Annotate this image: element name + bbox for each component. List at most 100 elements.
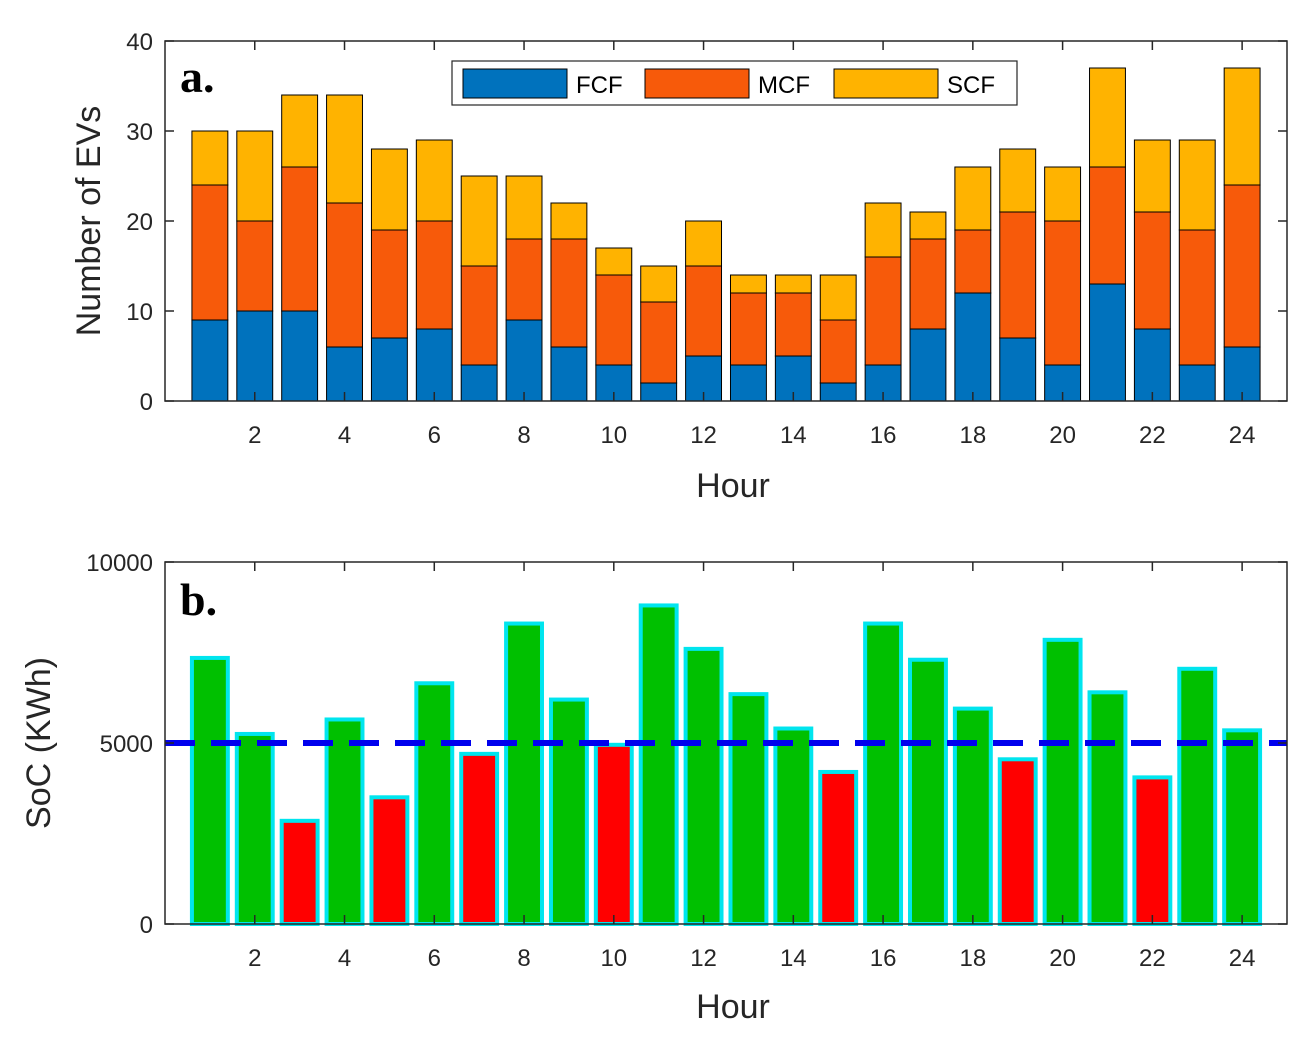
- bar-scf-hour-7: [460, 175, 498, 267]
- x-tick-label: 16: [870, 422, 897, 449]
- bar-scf-hour-1: [191, 130, 229, 186]
- soc-bar-hour-4: [324, 717, 365, 926]
- bar-mcf-hour-3: [281, 166, 319, 312]
- bar-mcf-hour-2: [236, 220, 274, 312]
- bar-scf-hour-9: [550, 202, 588, 240]
- y-tick-label: 5000: [100, 731, 153, 758]
- bar-fcf-hour-19: [999, 337, 1037, 402]
- bar-fcf-hour-15: [819, 382, 857, 402]
- panel-a-x-ticks: 2 4 6 8 10 12 14 16 18 20 22 24: [248, 41, 1255, 449]
- legend-swatch-scf: [833, 68, 939, 99]
- panel-a-y-ticks: 0 10 20 30 40: [126, 29, 1287, 416]
- soc-bar-hour-7: [459, 751, 500, 926]
- bar-fcf-hour-23: [1178, 364, 1216, 402]
- bar-scf-hour-11: [640, 265, 678, 303]
- bar-mcf-hour-12: [685, 265, 723, 357]
- bar-mcf-hour-22: [1133, 211, 1171, 330]
- bar-mcf-hour-13: [729, 292, 767, 366]
- soc-bar-hour-21: [1087, 690, 1128, 926]
- bar-scf-hour-12: [685, 220, 723, 267]
- x-tick-label: 18: [959, 422, 986, 449]
- y-tick-label: 0: [140, 389, 153, 416]
- y-tick-label: 0: [140, 912, 153, 939]
- bar-mcf-hour-1: [191, 184, 229, 321]
- x-tick-label: 8: [517, 422, 530, 449]
- bar-scf-hour-18: [954, 166, 992, 231]
- legend-label-mcf: MCF: [758, 72, 810, 99]
- panel-a-y-axis-label: Number of EVs: [70, 106, 108, 337]
- soc-bar-hour-24: [1222, 728, 1263, 927]
- bar-scf-hour-22: [1133, 139, 1171, 213]
- bar-mcf-hour-17: [909, 238, 947, 330]
- x-tick-label: 4: [338, 422, 351, 449]
- bar-scf-hour-10: [595, 247, 633, 276]
- legend-label-fcf: FCF: [576, 72, 623, 99]
- bar-fcf-hour-11: [640, 382, 678, 402]
- bar-mcf-hour-19: [999, 211, 1037, 339]
- soc-bar-hour-8: [504, 621, 544, 926]
- panel-b-y-axis-label: SoC (KWh): [20, 657, 58, 829]
- bar-scf-hour-21: [1089, 67, 1126, 168]
- soc-bar-hour-22: [1132, 775, 1173, 927]
- soc-bar-hour-6: [414, 681, 455, 927]
- soc-bar-hour-15: [818, 769, 859, 927]
- soc-bar-hour-16: [863, 621, 904, 926]
- x-tick-label: 14: [780, 422, 807, 449]
- soc-bar-hour-23: [1177, 666, 1218, 926]
- bar-fcf-hour-5: [370, 337, 408, 402]
- bar-fcf-hour-17: [909, 328, 947, 402]
- panel-b-x-axis-label: Hour: [696, 988, 770, 1026]
- bar-scf-hour-16: [864, 202, 902, 258]
- y-tick-label: 30: [126, 119, 153, 146]
- bar-mcf-hour-5: [370, 229, 408, 339]
- x-tick-label: 20: [1049, 945, 1076, 972]
- bar-scf-hour-14: [774, 274, 812, 294]
- x-tick-label: 6: [428, 945, 441, 972]
- bar-fcf-hour-21: [1089, 283, 1126, 402]
- legend-label-scf: SCF: [947, 72, 995, 99]
- bar-mcf-hour-16: [864, 256, 902, 366]
- bar-scf-hour-17: [909, 211, 947, 240]
- bar-mcf-hour-9: [550, 238, 588, 348]
- bar-scf-hour-2: [236, 130, 274, 222]
- bar-fcf-hour-3: [281, 310, 319, 402]
- bar-fcf-hour-7: [460, 364, 498, 402]
- x-tick-label: 10: [600, 945, 627, 972]
- panel-b-x-ticks: 2 4 6 8 10 12 14 16 18 20 22 24: [248, 562, 1255, 972]
- bar-scf-hour-13: [729, 274, 767, 294]
- y-tick-label: 20: [126, 209, 153, 236]
- bar-mcf-hour-11: [640, 301, 678, 384]
- bar-scf-hour-15: [819, 274, 857, 321]
- soc-bar-hour-19: [997, 757, 1038, 926]
- legend-swatch-mcf: [644, 68, 750, 99]
- bar-mcf-hour-4: [326, 202, 363, 348]
- soc-bar-hour-13: [728, 692, 769, 926]
- x-tick-label: 12: [690, 945, 717, 972]
- x-tick-label: 24: [1229, 422, 1256, 449]
- bar-fcf-hour-6: [415, 328, 453, 402]
- bar-scf-hour-6: [415, 139, 453, 222]
- bar-mcf-hour-23: [1178, 229, 1216, 366]
- x-tick-label: 4: [338, 945, 351, 972]
- bar-mcf-hour-7: [460, 265, 498, 366]
- soc-bar-hour-11: [638, 603, 679, 926]
- x-tick-label: 2: [248, 945, 261, 972]
- x-tick-label: 6: [428, 422, 441, 449]
- bar-mcf-hour-21: [1089, 166, 1126, 285]
- bar-fcf-hour-18: [954, 292, 992, 402]
- bar-scf-hour-23: [1178, 139, 1216, 231]
- bar-mcf-hour-14: [774, 292, 812, 357]
- bar-fcf-hour-1: [191, 319, 229, 402]
- x-tick-label: 20: [1049, 422, 1076, 449]
- y-tick-label: 10000: [86, 550, 153, 577]
- bar-scf-hour-20: [1044, 166, 1082, 222]
- soc-bar-hour-20: [1042, 637, 1083, 927]
- panel-b-bars: [189, 603, 1263, 927]
- x-tick-label: 22: [1139, 422, 1166, 449]
- x-tick-label: 8: [517, 945, 530, 972]
- soc-bar-hour-12: [683, 646, 724, 926]
- soc-bar-hour-1: [189, 655, 230, 926]
- bar-fcf-hour-8: [505, 319, 543, 402]
- x-tick-label: 18: [959, 945, 986, 972]
